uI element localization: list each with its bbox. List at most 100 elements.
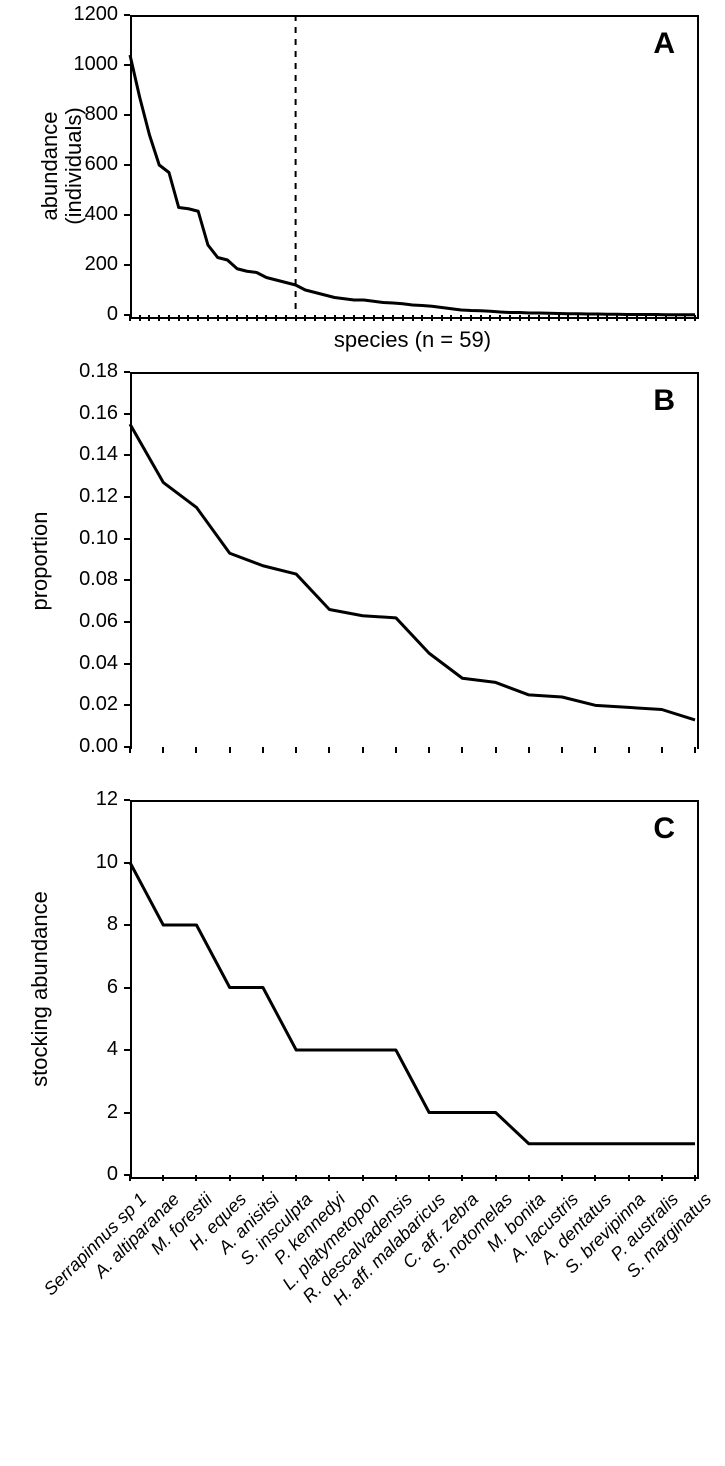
xtick-mark xyxy=(428,747,430,753)
xtick-mark xyxy=(561,1175,563,1181)
ytick-label: 0.04 xyxy=(0,652,118,675)
xtick-mark xyxy=(528,747,530,753)
xtick-mark xyxy=(421,315,423,321)
xtick-mark xyxy=(343,315,345,321)
panel-letter-A: A xyxy=(653,27,675,61)
ytick-label: 0 xyxy=(0,303,118,326)
xtick-mark xyxy=(616,315,618,321)
line-A xyxy=(130,15,695,315)
ytick-label: 0.18 xyxy=(0,360,118,383)
ytick-label: 200 xyxy=(0,253,118,276)
xtick-mark xyxy=(495,747,497,753)
xtick-mark xyxy=(606,315,608,321)
xtick-mark xyxy=(328,1175,330,1181)
xtick-mark xyxy=(594,1175,596,1181)
xtick-mark xyxy=(519,315,521,321)
ytick-label: 0.06 xyxy=(0,610,118,633)
ytick-label: 4 xyxy=(0,1038,118,1061)
ytick-label: 1000 xyxy=(0,53,118,76)
xtick-mark xyxy=(528,1175,530,1181)
xtick-mark xyxy=(328,747,330,753)
xtick-mark xyxy=(187,315,189,321)
line-B xyxy=(130,372,695,747)
ytick-label: 6 xyxy=(0,976,118,999)
xtick-mark xyxy=(195,747,197,753)
xtick-mark xyxy=(353,315,355,321)
xtick-mark xyxy=(528,315,530,321)
xtick-mark xyxy=(129,1175,131,1181)
xtick-mark xyxy=(129,747,131,753)
ylabel-A-line2: (individuals) xyxy=(61,86,87,246)
xtick-mark xyxy=(594,747,596,753)
xtick-mark xyxy=(395,1175,397,1181)
xtick-mark xyxy=(362,747,364,753)
xtick-mark xyxy=(262,747,264,753)
xtick-mark xyxy=(480,315,482,321)
ytick-label: 0 xyxy=(0,1163,118,1186)
xtick-mark xyxy=(561,747,563,753)
xtick-mark xyxy=(461,747,463,753)
xtick-mark xyxy=(412,315,414,321)
xtick-mark xyxy=(694,747,696,753)
xtick-mark xyxy=(334,315,336,321)
xtick-mark xyxy=(470,315,472,321)
xtick-mark xyxy=(694,1175,696,1181)
xtick-mark xyxy=(373,315,375,321)
xtick-mark xyxy=(395,747,397,753)
xtick-mark xyxy=(661,1175,663,1181)
ytick-label: 2 xyxy=(0,1101,118,1124)
xtick-mark xyxy=(226,315,228,321)
xtick-mark xyxy=(129,315,131,321)
xtick-mark xyxy=(628,1175,630,1181)
xtick-mark xyxy=(162,747,164,753)
xtick-mark xyxy=(382,315,384,321)
xtick-mark xyxy=(363,315,365,321)
xtick-mark xyxy=(197,315,199,321)
xtick-mark xyxy=(628,747,630,753)
figure-container: 020040060080010001200Aabundance(individu… xyxy=(0,0,725,1466)
xtick-mark xyxy=(392,315,394,321)
xtick-mark xyxy=(558,315,560,321)
ytick-label: 0.16 xyxy=(0,402,118,425)
line-C xyxy=(130,800,695,1175)
ytick-label: 0.12 xyxy=(0,485,118,508)
xtick-mark xyxy=(431,315,433,321)
xtick-mark xyxy=(461,1175,463,1181)
ytick-label: 0.02 xyxy=(0,693,118,716)
xtick-mark xyxy=(489,315,491,321)
ytick-label: 10 xyxy=(0,851,118,874)
panel-letter-B: B xyxy=(653,384,675,418)
xtick-mark xyxy=(495,1175,497,1181)
xtick-mark xyxy=(246,315,248,321)
xtick-mark xyxy=(265,315,267,321)
xtick-mark xyxy=(441,315,443,321)
xtick-mark xyxy=(262,1175,264,1181)
xtick-mark xyxy=(162,1175,164,1181)
xtick-mark xyxy=(450,315,452,321)
panel-letter-C: C xyxy=(653,812,675,846)
ytick-label: 0.08 xyxy=(0,568,118,591)
xtick-mark xyxy=(236,315,238,321)
panel-A: 020040060080010001200Aabundance(individu… xyxy=(0,15,725,315)
panel-C: 024681012Cstocking abundance xyxy=(0,800,725,1175)
xtick-mark xyxy=(428,1175,430,1181)
xtick-mark xyxy=(295,315,297,321)
xtick-mark xyxy=(548,315,550,321)
xtick-mark xyxy=(229,1175,231,1181)
xtick-mark xyxy=(314,315,316,321)
ytick-label: 0.00 xyxy=(0,735,118,758)
ytick-label: 1200 xyxy=(0,3,118,26)
xtick-mark xyxy=(285,315,287,321)
xtick-mark xyxy=(538,315,540,321)
xtick-mark xyxy=(587,315,589,321)
xtick-mark xyxy=(661,747,663,753)
xtick-mark xyxy=(158,315,160,321)
xtick-mark xyxy=(168,315,170,321)
ytick-label: 12 xyxy=(0,788,118,811)
xtick-mark xyxy=(275,315,277,321)
ylabel-A-line1: abundance xyxy=(37,86,63,246)
ylabel-B: proportion xyxy=(27,481,53,641)
xtick-mark xyxy=(229,747,231,753)
xtick-mark xyxy=(178,315,180,321)
xtick-mark xyxy=(256,315,258,321)
